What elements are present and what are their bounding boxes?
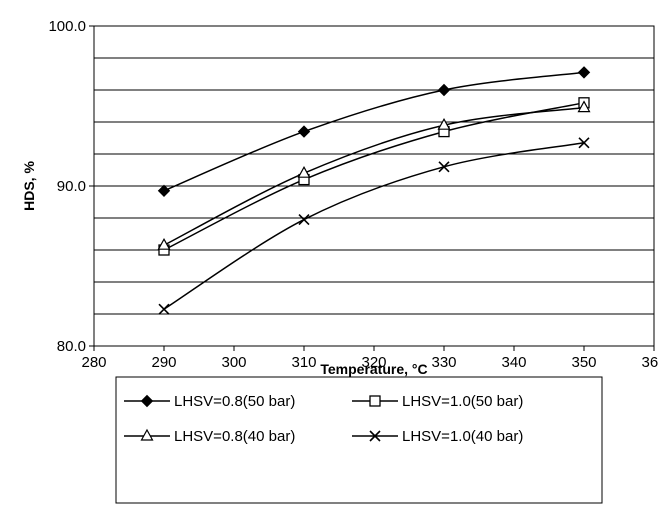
legend-marker <box>369 395 381 407</box>
legend-marker <box>140 394 154 408</box>
series-line <box>163 106 585 246</box>
legend-item: LHSV=1.0(40 bar) <box>352 428 523 445</box>
x-tick-label: 340 <box>501 354 526 371</box>
series-1 <box>157 66 591 198</box>
data-point <box>437 117 451 130</box>
series-line <box>163 142 585 310</box>
series-3 <box>157 100 591 250</box>
x-axis-title: Temperature, °C <box>320 361 427 377</box>
legend-box <box>115 376 603 504</box>
legend-label: LHSV=1.0(40 bar) <box>402 428 523 445</box>
y-axis-title: HDS, % <box>21 161 37 211</box>
x-tick-label: 310 <box>291 354 316 371</box>
legend-label: LHSV=0.8(40 bar) <box>174 428 295 445</box>
legend: LHSV=0.8(50 bar) LHSV=1.0(50 bar) LHSV=0.8… <box>124 393 523 445</box>
series-2 <box>158 97 590 256</box>
data-point <box>297 125 311 138</box>
series-line <box>163 71 585 192</box>
legend-item: LHSV=0.8(40 bar) <box>124 428 295 445</box>
series-lines <box>157 66 591 315</box>
x-tick-label: 300 <box>221 354 246 371</box>
gridlines <box>94 57 654 315</box>
data-point <box>578 137 590 149</box>
y-axis-ticks: 80.0 90.0 100.0 <box>48 18 94 355</box>
data-point <box>158 303 170 315</box>
x-tick-label: 350 <box>571 354 596 371</box>
data-point <box>297 165 311 178</box>
legend-item: LHSV=1.0(50 bar) <box>352 393 523 410</box>
legend-marker <box>369 430 381 442</box>
data-point <box>298 214 310 226</box>
y-tick-label: 100.0 <box>48 18 86 35</box>
legend-label: LHSV=0.8(50 bar) <box>174 393 295 410</box>
y-tick-label: 90.0 <box>57 178 86 195</box>
x-tick-label: 360 <box>641 354 658 371</box>
series-4 <box>158 137 590 315</box>
data-point <box>157 237 171 250</box>
x-tick-label: 290 <box>151 354 176 371</box>
x-tick-label: 280 <box>81 354 106 371</box>
x-axis-ticks: 280 290 300 310 320 330 340 350 360 <box>81 346 658 371</box>
data-point <box>437 83 451 97</box>
y-tick-label: 80.0 <box>57 338 86 355</box>
data-point <box>577 66 591 79</box>
legend-marker <box>140 428 154 441</box>
series-line <box>163 102 585 251</box>
legend-item: LHSV=0.8(50 bar) <box>124 393 295 410</box>
data-point <box>438 161 450 173</box>
x-tick-label: 320 <box>361 354 386 371</box>
legend-label: LHSV=1.0(50 bar) <box>402 393 523 410</box>
x-tick-label: 330 <box>431 354 456 371</box>
data-point <box>577 100 591 113</box>
data-point <box>157 184 171 198</box>
